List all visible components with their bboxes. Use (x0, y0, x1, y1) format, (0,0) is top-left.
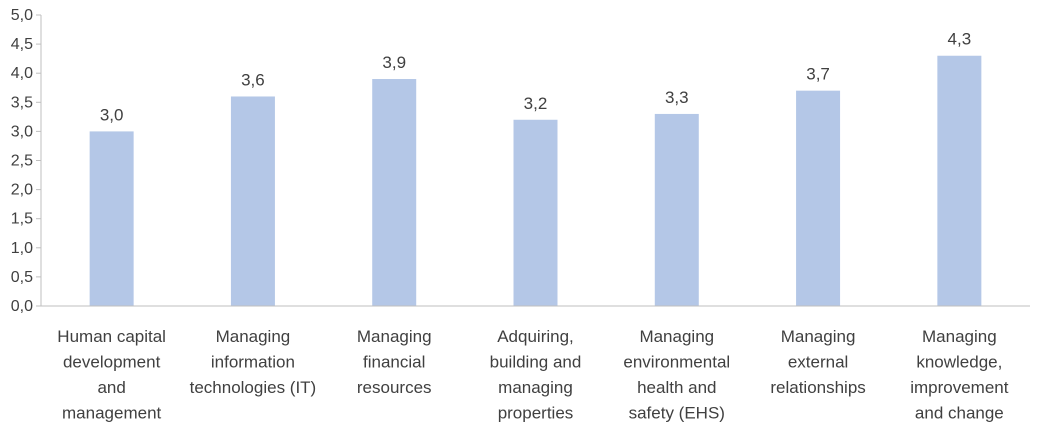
category-label-line: and change (915, 404, 1004, 423)
category-label-line: managing (498, 378, 573, 397)
category-label-line: Managing (357, 327, 432, 346)
category-label-line: resources (357, 378, 432, 397)
category-label-line: Managing (639, 327, 714, 346)
bar (89, 131, 134, 306)
category-label-line: knowledge, (916, 353, 1002, 372)
category-label-line: external (788, 353, 848, 372)
category-label-line: information (211, 353, 295, 372)
data-label: 3,9 (382, 53, 406, 72)
category-label-line: and (97, 378, 125, 397)
data-label: 3,3 (665, 88, 689, 107)
data-label: 3,7 (806, 65, 830, 84)
bar (796, 90, 841, 306)
bar (654, 113, 699, 306)
bar (372, 79, 417, 307)
category-label-line: management (62, 404, 162, 423)
data-label: 4,3 (948, 30, 972, 49)
category-label-line: safety (EHS) (629, 404, 725, 423)
y-tick-label: 0,0 (11, 298, 33, 315)
category-label: Managing external relationships (770, 327, 865, 397)
category-label: Adquiring, building and managing properties (490, 327, 582, 423)
category-label-line: development (63, 353, 161, 372)
category-label: Managing information technologies (IT) (190, 327, 317, 397)
bar (230, 96, 275, 306)
y-tick-label: 2,0 (11, 182, 33, 199)
category-label-line: building and (490, 353, 582, 372)
category-label-line: properties (498, 404, 574, 423)
y-tick-label: 4,5 (11, 36, 33, 53)
y-tick-label: 5,0 (11, 7, 33, 24)
category-label-line: environmental (623, 353, 730, 372)
category-label-line: Managing (781, 327, 856, 346)
category-label-line: Adquiring, (497, 327, 574, 346)
category-label-line: Human capital (57, 327, 166, 346)
bar (937, 55, 982, 306)
category-label: Human capital development and management (57, 327, 166, 423)
y-tick-label: 0,5 (11, 269, 33, 286)
category-label-line: improvement (910, 378, 1009, 397)
data-label: 3,2 (524, 94, 548, 113)
category-label-line: Managing (922, 327, 997, 346)
category-label-line: financial (363, 353, 425, 372)
y-tick-label: 1,5 (11, 211, 33, 228)
bars (89, 55, 982, 307)
bar (513, 119, 558, 306)
y-tick-label: 1,0 (11, 240, 33, 257)
y-axis: 0,0 0,5 1,0 1,5 2,0 2,5 3,0 3,5 4,0 4,5 5,0 (11, 7, 42, 315)
data-label: 3,6 (241, 70, 265, 89)
y-tick-label: 4,0 (11, 65, 33, 82)
data-label: 3,0 (100, 105, 124, 124)
category-label: Managing environmental health and safety (E… (623, 327, 730, 423)
category-label: Managing knowledge, improvement and change (910, 327, 1009, 423)
category-label-line: Managing (216, 327, 291, 346)
y-tick-label: 3,0 (11, 123, 33, 140)
y-tick-label: 2,5 (11, 153, 33, 170)
category-label-line: technologies (IT) (190, 378, 317, 397)
category-label-line: relationships (770, 378, 865, 397)
category-label-line: health and (637, 378, 716, 397)
x-axis-categories: Human capital development and management Man… (57, 327, 1008, 423)
y-tick-label: 3,5 (11, 94, 33, 111)
data-labels: 3,0 3,6 3,9 3,2 3,3 3,7 4,3 (100, 30, 971, 125)
category-label: Managing financial resources (357, 327, 432, 397)
